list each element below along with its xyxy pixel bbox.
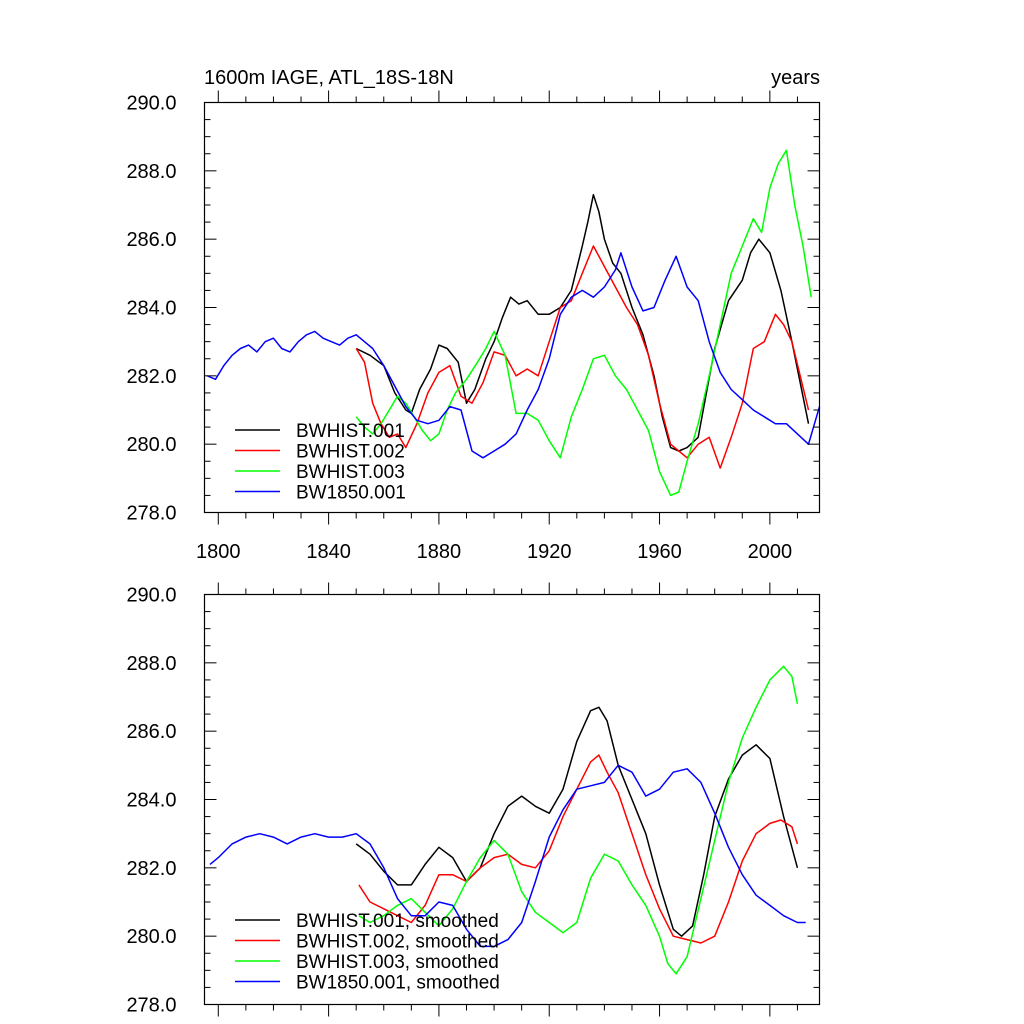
y-tick-label: 286.0 xyxy=(126,721,176,743)
y-tick-label: 282.0 xyxy=(126,366,176,388)
series-line-0 xyxy=(355,706,799,937)
y-tick-label: 290.0 xyxy=(126,585,176,607)
x-tick-label: 1840 xyxy=(306,541,351,563)
y-tick-label: 280.0 xyxy=(126,926,176,948)
x-tick-label: 1800 xyxy=(196,541,241,563)
bottom-series-layer xyxy=(209,665,806,975)
top-panel: 1600m IAGE, ATL_18S-18N years 278.0 280.0… xyxy=(126,67,821,563)
top-plot-frame xyxy=(203,101,821,514)
series-line-1 xyxy=(358,754,799,944)
series-line-3 xyxy=(209,764,806,948)
bottom-ticks-layer: 278.0 280.0 282.0 284.0 286.0 288.0 290.0 xyxy=(126,582,820,1017)
top-ticks-layer: 278.0 280.0 282.0 284.0 286.0 288.0 290.0 1800 1… xyxy=(126,90,820,563)
series-line-2 xyxy=(358,665,799,975)
series-line-2 xyxy=(355,149,812,497)
legend-label-2: BWHIST.003 xyxy=(296,462,405,483)
y-tick-label: 282.0 xyxy=(126,858,176,880)
y-tick-label: 286.0 xyxy=(126,229,176,251)
bottom-panel: 278.0 280.0 282.0 284.0 286.0 288.0 290.0 BWHI… xyxy=(126,582,821,1017)
y-tick-label: 284.0 xyxy=(126,790,176,812)
x-tick-label: 1880 xyxy=(417,541,462,563)
series-line-1 xyxy=(355,245,810,469)
legend-label-3: BW1850.001 xyxy=(296,483,406,504)
y-tick-label: 278.0 xyxy=(126,503,176,525)
y-tick-label: 288.0 xyxy=(126,161,176,183)
legend-label-2: BWHIST.003, smoothed xyxy=(296,952,499,973)
x-tick-label: 2000 xyxy=(748,541,793,563)
legend-label-1: BWHIST.002, smoothed xyxy=(296,932,499,953)
x-tick-label: 1960 xyxy=(637,541,682,563)
bottom-plot-frame xyxy=(203,593,821,1006)
top-series-layer xyxy=(207,149,821,497)
legend-label-0: BWHIST.001, smoothed xyxy=(296,911,499,932)
y-tick-label: 278.0 xyxy=(126,995,176,1017)
top-panel-title: 1600m IAGE, ATL_18S-18N xyxy=(204,67,454,89)
y-tick-label: 288.0 xyxy=(126,653,176,675)
y-tick-label: 280.0 xyxy=(126,434,176,456)
legend-label-0: BWHIST.001 xyxy=(296,421,405,442)
x-tick-label: 1920 xyxy=(527,541,572,563)
legend-label-3: BW1850.001, smoothed xyxy=(296,973,500,994)
y-tick-label: 284.0 xyxy=(126,298,176,320)
y-tick-label: 290.0 xyxy=(126,93,176,115)
series-line-0 xyxy=(355,193,810,452)
series-line-3 xyxy=(207,252,821,459)
legend-label-1: BWHIST.002 xyxy=(296,442,405,463)
top-panel-units: years xyxy=(771,67,820,89)
